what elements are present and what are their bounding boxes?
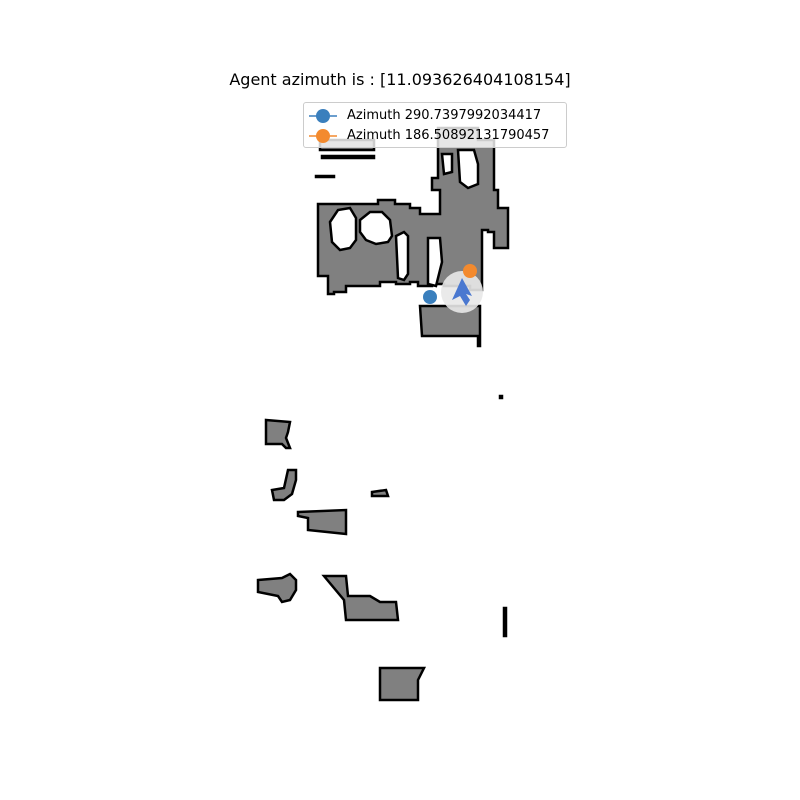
page-title: Agent azimuth is : [11.093626404108154] bbox=[229, 70, 571, 89]
legend: Azimuth 290.7397992034417 Azimuth 186.50… bbox=[303, 102, 567, 148]
legend-entry-2: Azimuth 186.50892131790457 bbox=[304, 126, 566, 146]
obstacle-top-hole-1 bbox=[328, 206, 358, 252]
obstacle-low-1 bbox=[264, 418, 292, 450]
obstacle-low-8 bbox=[378, 666, 427, 702]
obstacle-top-hole-4 bbox=[426, 236, 444, 288]
goal-marker-azimuth-290 bbox=[423, 290, 437, 304]
obstacle-low-2 bbox=[270, 468, 298, 502]
obstacle-low-6 bbox=[321, 574, 400, 622]
obstacle-low-3 bbox=[370, 488, 390, 498]
obstacle-top-hole-5 bbox=[456, 148, 480, 190]
agent-arrow-icon bbox=[452, 278, 472, 306]
obstacle-top-hole-6 bbox=[440, 152, 454, 176]
obstacle-under-agent bbox=[418, 304, 482, 348]
obstacle-top-hole-3 bbox=[394, 230, 410, 282]
obstacle-top-hole-2 bbox=[358, 210, 394, 246]
legend-marker-blue bbox=[309, 109, 337, 123]
obstacle-low-5 bbox=[256, 572, 298, 604]
legend-entry-1: Azimuth 290.7397992034417 bbox=[304, 106, 566, 126]
obstacle-low-7 bbox=[502, 606, 508, 638]
obstacle-layer bbox=[256, 126, 510, 702]
obstacle-low-4 bbox=[296, 508, 348, 536]
goal-marker-azimuth-186 bbox=[463, 264, 477, 278]
obstacle-dot bbox=[498, 394, 504, 400]
legend-label: Azimuth 186.50892131790457 bbox=[347, 128, 550, 143]
agent-marker bbox=[441, 271, 483, 313]
obstacle-top-bar-1 bbox=[320, 154, 376, 160]
obstacle-top-bar-2 bbox=[314, 174, 336, 179]
legend-label: Azimuth 290.7397992034417 bbox=[347, 108, 542, 123]
legend-marker-orange bbox=[309, 129, 337, 143]
